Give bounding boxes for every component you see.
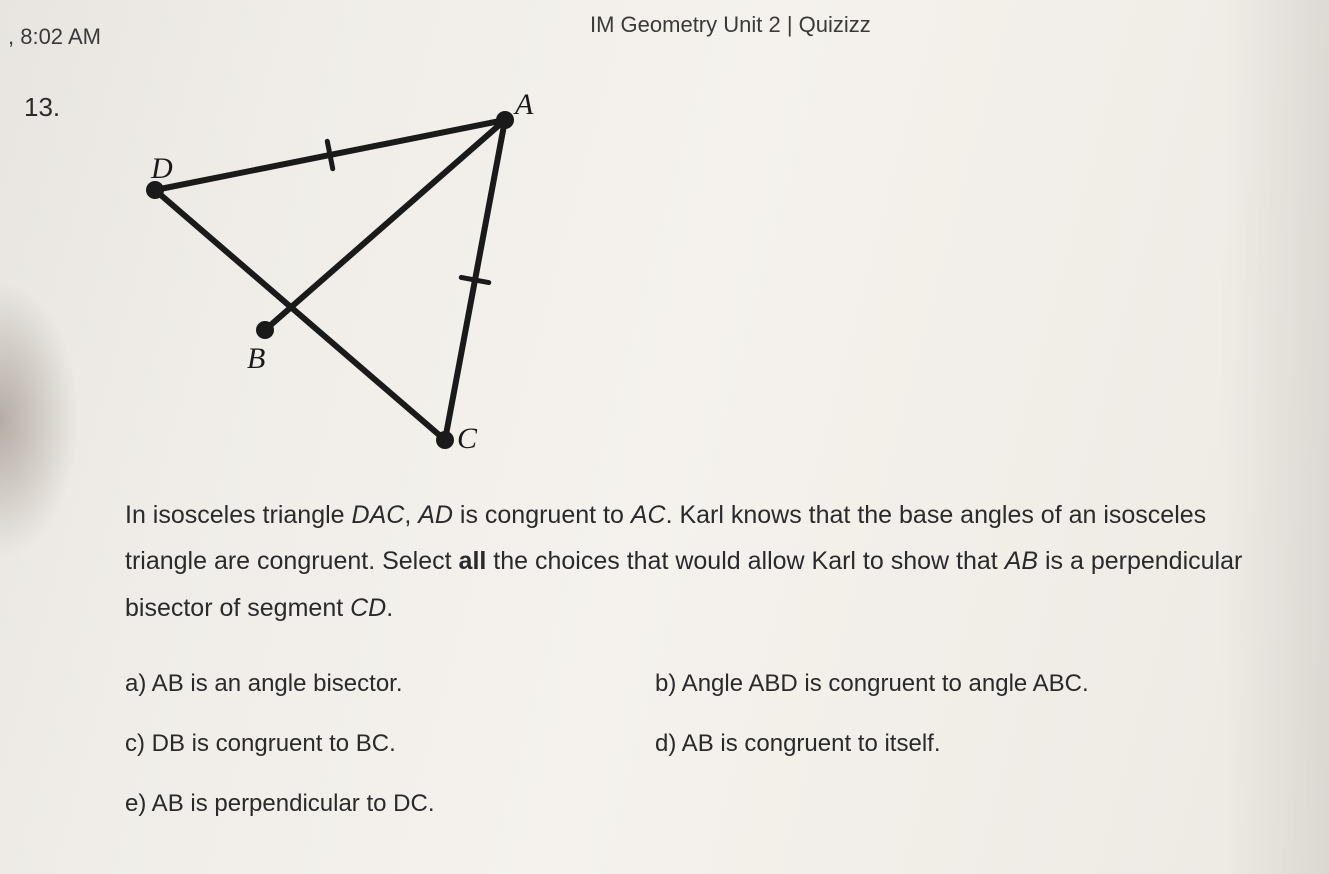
- question-text: In isosceles triangle DAC, AD is congrue…: [125, 492, 1245, 631]
- choice-row-3: e) AB is perpendicular to DC.: [125, 790, 1245, 818]
- svg-text:B: B: [247, 342, 265, 375]
- page-shadow-left: [0, 280, 80, 560]
- q-text-5: the choices that would allow Karl to sho…: [486, 547, 1004, 575]
- svg-text:C: C: [457, 422, 478, 455]
- answer-choices: a) AB is an angle bisector. b) Angle ABD…: [125, 670, 1245, 850]
- q-text-2: ,: [404, 501, 418, 529]
- choice-row-1: a) AB is an angle bisector. b) Angle ABD…: [125, 670, 1245, 698]
- header-title: IM Geometry Unit 2 | Quizizz: [590, 12, 871, 38]
- q-text-1: In isosceles triangle: [125, 501, 352, 529]
- question-number: 13.: [24, 92, 60, 123]
- svg-text:A: A: [513, 88, 534, 121]
- q-italic-4: AB: [1005, 547, 1038, 575]
- choice-c: c) DB is congruent to BC.: [125, 730, 655, 758]
- choice-row-2: c) DB is congruent to BC. d) AB is congr…: [125, 730, 1245, 758]
- choice-e: e) AB is perpendicular to DC.: [125, 790, 655, 818]
- q-text-7: .: [386, 594, 393, 622]
- choice-a: a) AB is an angle bisector.: [125, 670, 655, 698]
- q-italic-2: AD: [418, 501, 453, 529]
- q-text-3: is congruent to: [453, 501, 631, 529]
- svg-text:D: D: [150, 152, 173, 185]
- q-italic-5: CD: [350, 594, 386, 622]
- triangle-diagram: A D B C: [125, 80, 575, 480]
- choice-d: d) AB is congruent to itself.: [655, 730, 940, 758]
- q-italic-1: DAC: [352, 501, 405, 529]
- q-bold-1: all: [459, 547, 487, 575]
- choice-b: b) Angle ABD is congruent to angle ABC.: [655, 670, 1089, 698]
- header-time: , 8:02 AM: [8, 24, 101, 50]
- q-italic-3: AC: [631, 501, 666, 529]
